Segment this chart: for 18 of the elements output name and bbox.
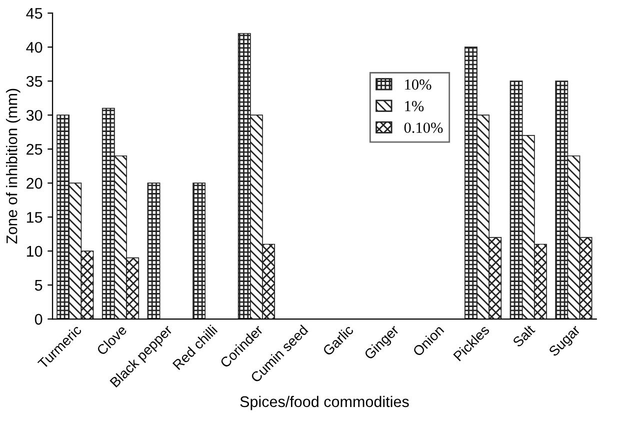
y-tick-label: 35 xyxy=(26,76,42,87)
y-axis-title: Zone of inhibition (mm) xyxy=(6,88,20,244)
legend-label: 1% xyxy=(405,100,424,112)
y-tick-label: 10 xyxy=(26,246,42,257)
y-tick-label: 45 xyxy=(26,8,42,19)
legend-label: 10% xyxy=(405,79,432,90)
legend-label: 0.10% xyxy=(404,122,443,133)
y-tick-label: 30 xyxy=(26,110,42,121)
x-tick-label: Salt xyxy=(512,324,536,348)
y-tick-label: 15 xyxy=(26,212,42,223)
x-axis-title: Spices/food commodities xyxy=(240,396,409,410)
y-tick-label: 5 xyxy=(34,280,42,291)
bar xyxy=(147,182,160,320)
y-tick-label: 25 xyxy=(26,144,42,155)
bar xyxy=(192,182,206,320)
y-tick-label: 20 xyxy=(26,178,42,189)
y-tick-label: 40 xyxy=(26,42,42,53)
y-tick-label: 0 xyxy=(34,314,42,325)
